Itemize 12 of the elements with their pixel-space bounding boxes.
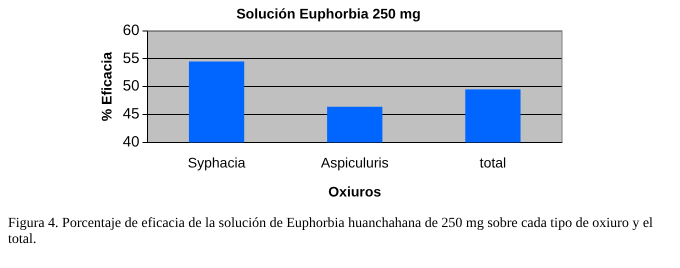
y-tick-label: 60 xyxy=(122,22,140,39)
y-tick-label: 45 xyxy=(122,106,140,123)
text: Figura 4. Porcentaje de eficacia de la solución de Euphorbia huanchahana de 250 mg sobre cada tipo de oxiuro y el total. xyxy=(8,216,654,248)
x-axis-title: Oxiuros xyxy=(328,183,382,200)
x-tick-label: total xyxy=(480,154,506,171)
x-tick-label: Syphacia xyxy=(188,154,246,171)
chart-title: Solución Euphorbia 250 mg xyxy=(236,5,421,22)
y-axis-title: % Eficacia xyxy=(98,52,114,122)
x-tick-label: Aspiculuris xyxy=(320,154,389,171)
y-tick-label: 55 xyxy=(122,50,140,67)
y-tick-label: 40 xyxy=(122,134,140,151)
y-tick-label: 50 xyxy=(122,78,140,95)
